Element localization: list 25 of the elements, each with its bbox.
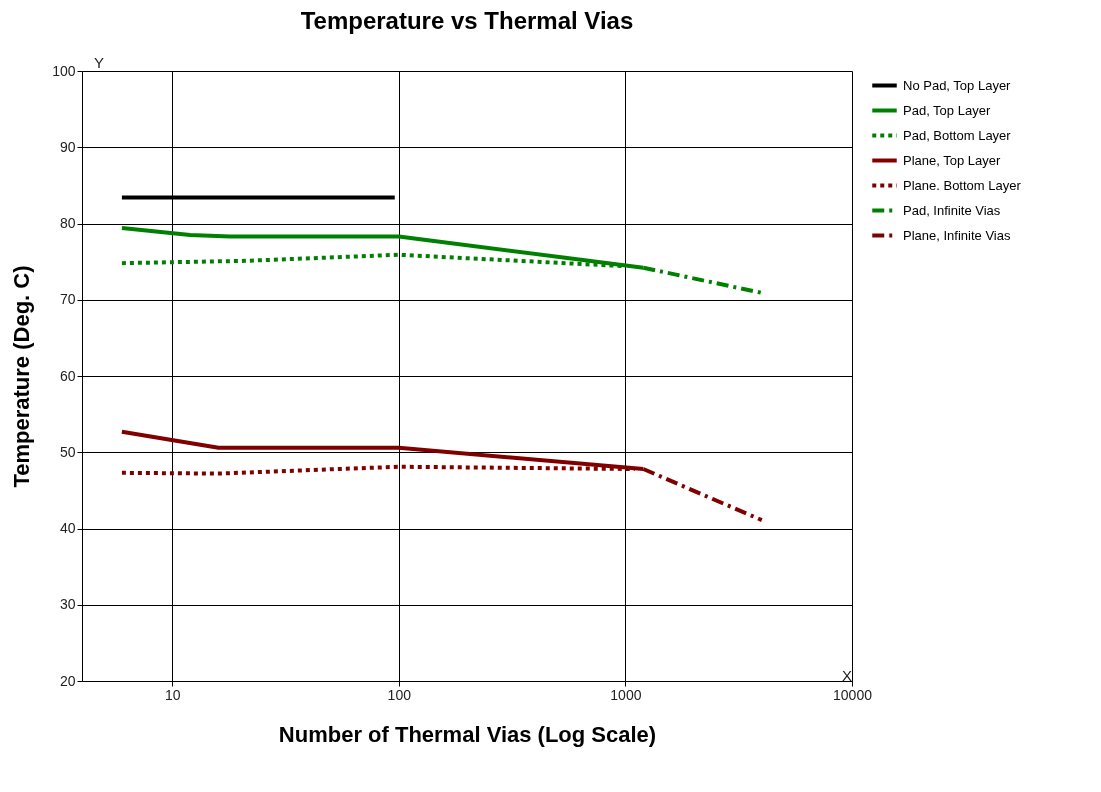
x-tick-label: 10000 (833, 686, 873, 703)
y-tick-label: 30 (59, 596, 76, 613)
legend-label: Plane, Infinite Vias (903, 227, 1011, 243)
x-axis-title: Number of Thermal Vias (Log Scale) (278, 721, 657, 747)
x-tick-label: 10 (164, 686, 181, 703)
legend-label: No Pad, Top Layer (903, 77, 1012, 93)
legend-label: Pad, Infinite Vias (903, 202, 1001, 218)
y-tick-label: 90 (59, 138, 76, 155)
legend-label: Pad, Top Layer (903, 102, 991, 118)
y-tick-label: 100 (52, 62, 76, 79)
y-tick-label: 40 (59, 520, 76, 536)
y-tick-label: 60 (59, 367, 76, 384)
y-tick-label: 70 (59, 291, 76, 308)
legend-label: Plane. Bottom Layer (903, 177, 1022, 193)
x-tick-label: 1000 (610, 686, 642, 703)
legend-label: Pad, Bottom Layer (903, 127, 1012, 143)
legend-label: Plane, Top Layer (903, 152, 1001, 168)
text: Y (94, 54, 105, 71)
y-tick-label: 20 (59, 672, 76, 689)
annotation: X (841, 667, 852, 684)
y-tick-label: 50 (59, 443, 76, 460)
chart-title: Temperature vs Thermal Vias (300, 7, 634, 34)
y-axis-title: Temperature (Deg. C) (9, 265, 35, 488)
y-tick-label: 80 (59, 215, 76, 231)
x-tick-label: 100 (387, 686, 412, 703)
